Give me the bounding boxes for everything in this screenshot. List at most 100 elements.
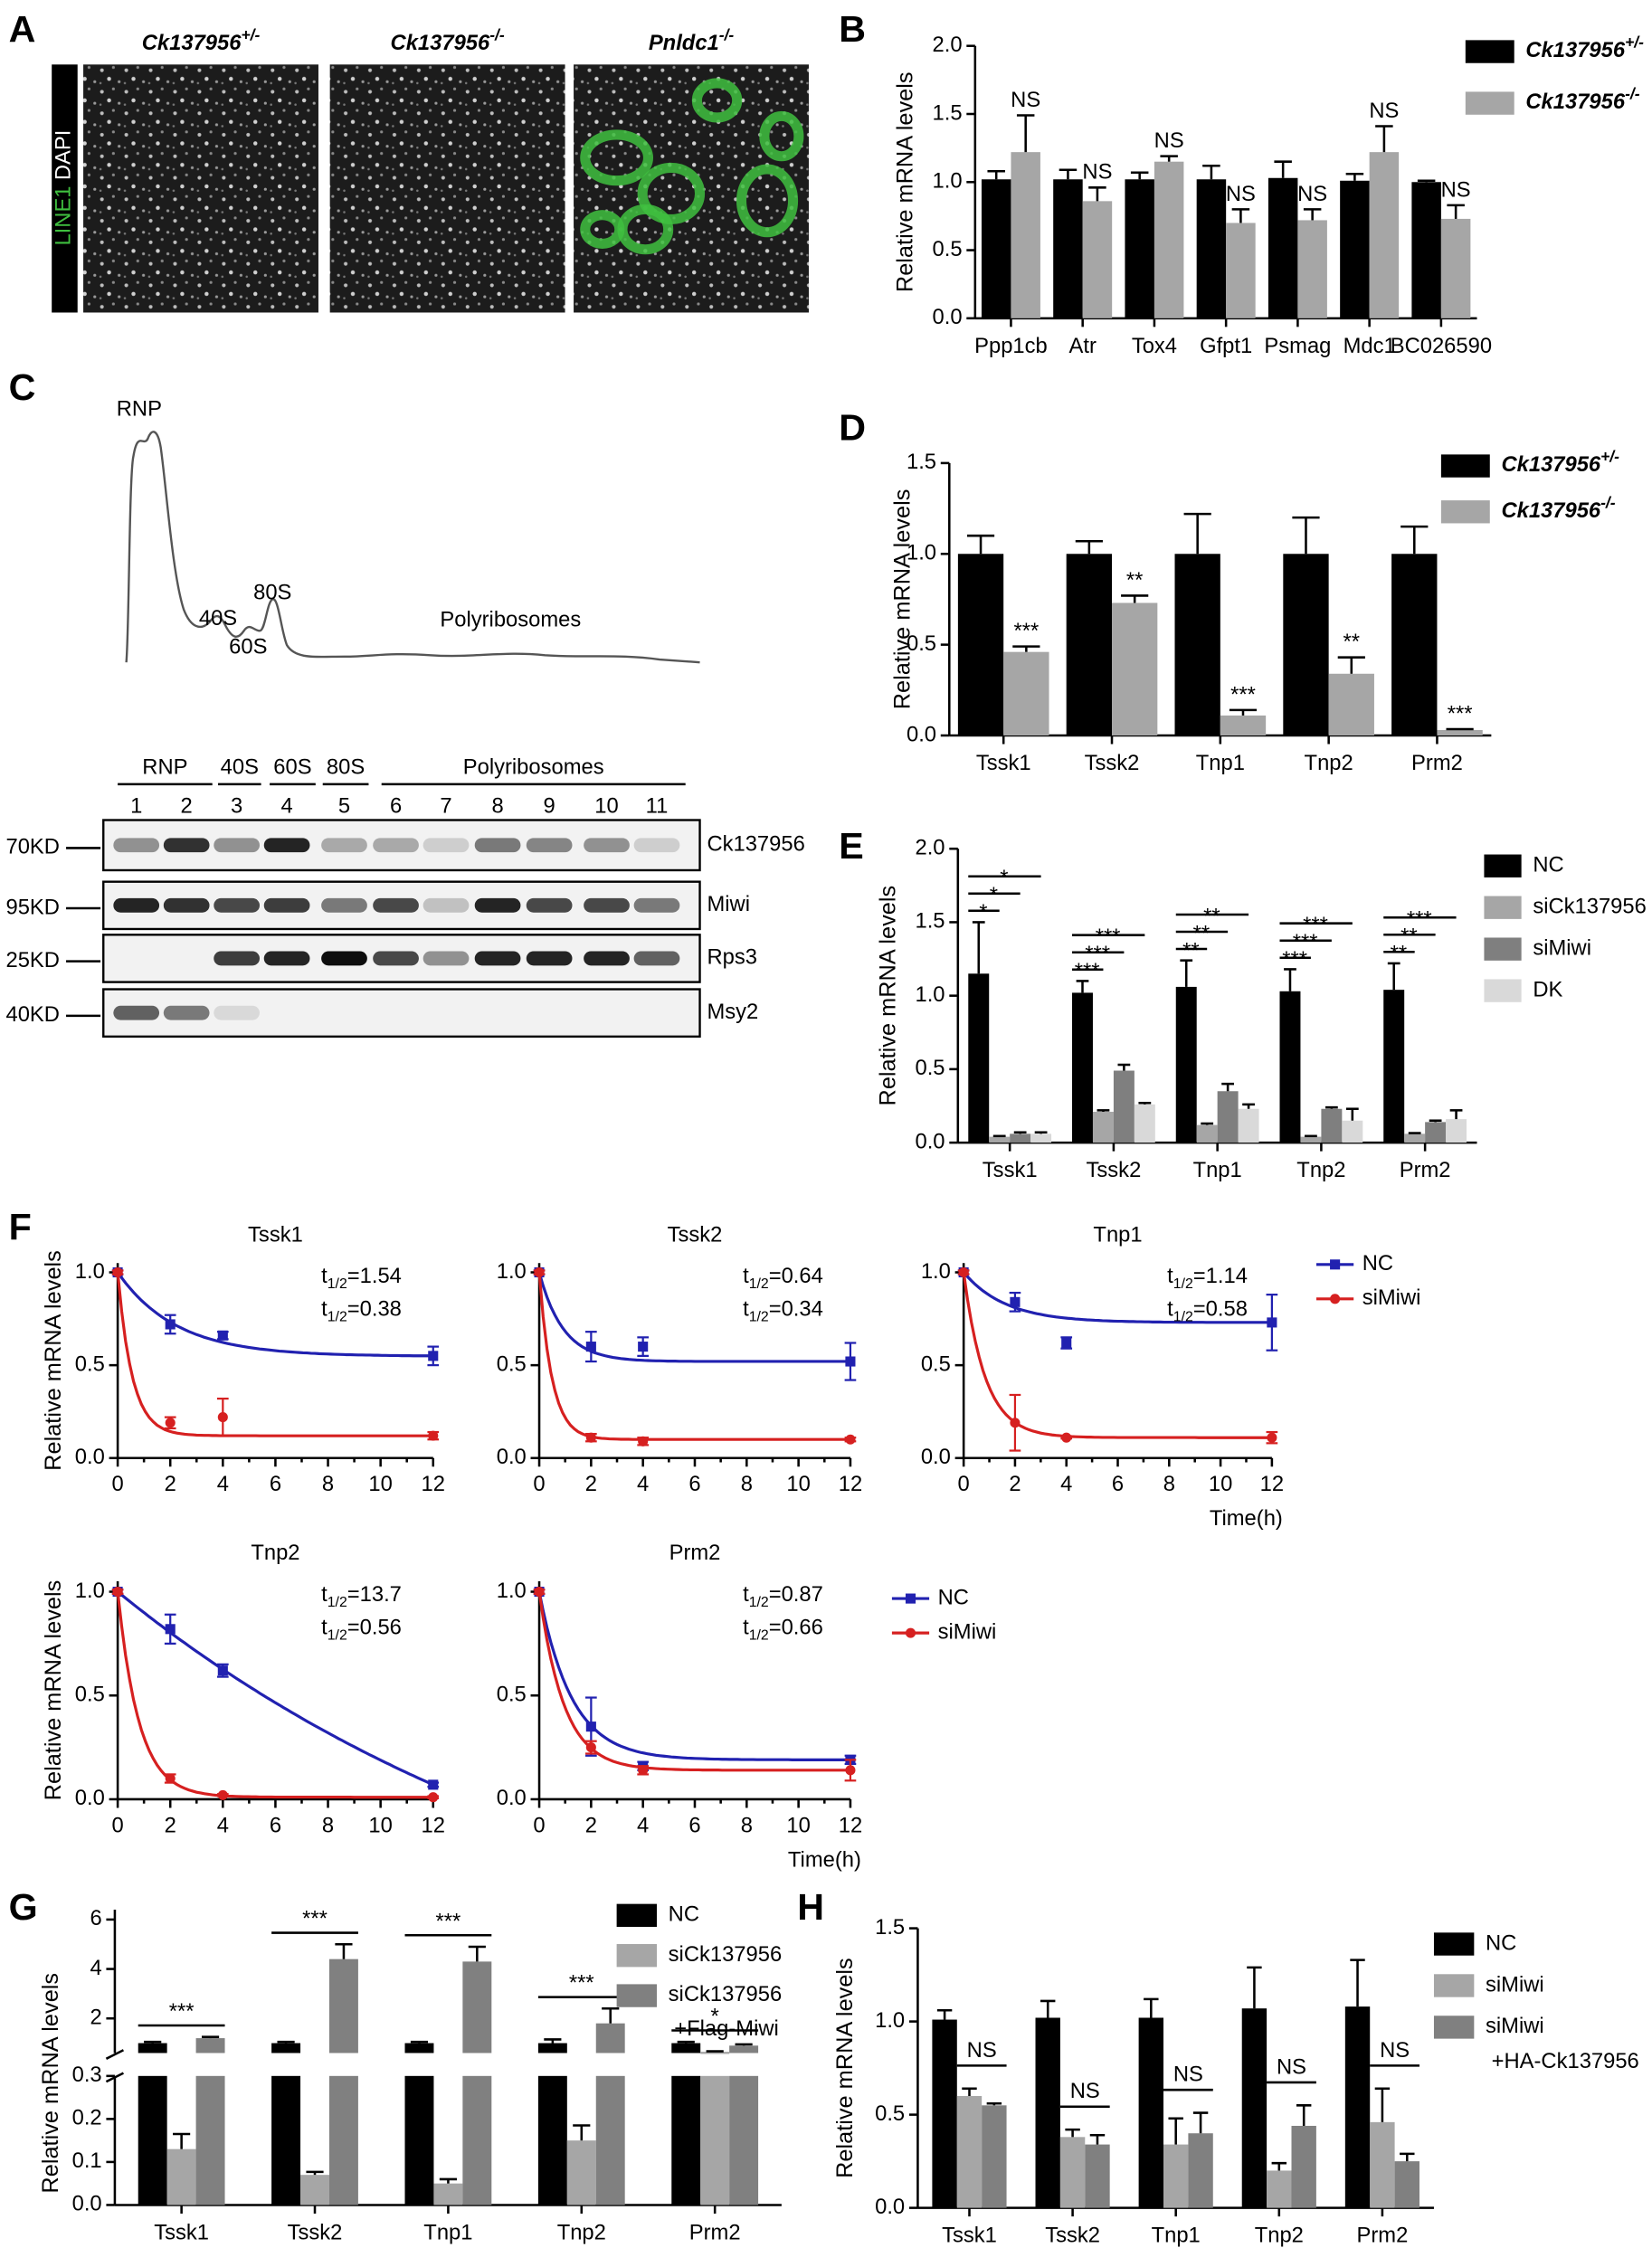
bar xyxy=(1010,1133,1031,1143)
micrograph xyxy=(83,64,318,313)
half-life-label: t1/2=1.54 xyxy=(321,1264,402,1292)
x-tick-label: 10 xyxy=(786,1472,810,1496)
band xyxy=(214,951,260,966)
x-tick-label: Tnp2 xyxy=(1296,1158,1345,1182)
y-axis-label: Relative mRNA levels xyxy=(889,489,915,710)
band xyxy=(321,838,367,853)
x-tick-label: 0 xyxy=(533,1813,545,1837)
bar xyxy=(1113,1070,1135,1143)
y-tick-label: 0.1 xyxy=(72,2148,102,2173)
bar-upper xyxy=(138,2043,167,2054)
bar-upper xyxy=(404,2043,434,2054)
legend-swatch xyxy=(1484,896,1522,919)
x-tick-label: BC026590 xyxy=(1391,334,1492,358)
x-tick-label: Tnp1 xyxy=(1152,2224,1201,2248)
bar xyxy=(989,1136,1011,1143)
point xyxy=(217,1789,228,1800)
band xyxy=(321,951,367,966)
x-tick-label: 4 xyxy=(1060,1472,1072,1496)
band xyxy=(422,951,470,966)
significance-label: *** xyxy=(1230,682,1256,707)
bar xyxy=(1220,715,1267,736)
bar xyxy=(968,973,990,1143)
y-axis-label: Relative mRNA levels xyxy=(41,1580,66,1801)
significance-label: ** xyxy=(1182,938,1200,963)
x-tick-label: Tnp2 xyxy=(1255,2224,1304,2248)
bar-upper xyxy=(671,2043,701,2054)
profile-label: 40S xyxy=(199,606,237,631)
y-tick-label: 0.0 xyxy=(75,1786,105,1810)
bar xyxy=(1238,1108,1259,1143)
legend-label: Ck137956+/- xyxy=(1525,33,1644,62)
bar xyxy=(1342,1120,1363,1143)
x-axis-label: Time(h) xyxy=(1210,1506,1283,1531)
point xyxy=(534,1266,545,1278)
half-life-label: t1/2=13.7 xyxy=(321,1582,402,1610)
significance-label: NS xyxy=(1070,2079,1100,2103)
point xyxy=(165,1624,176,1635)
band xyxy=(633,838,680,853)
line1-signal xyxy=(691,78,743,123)
x-tick-label: Tnp2 xyxy=(557,2220,606,2244)
bar xyxy=(1440,218,1471,318)
legend-swatch xyxy=(616,1903,657,1927)
significance-label: NS xyxy=(967,2038,997,2063)
y-axis-label: Relative mRNA levels xyxy=(832,1958,858,2178)
x-tick-label: Tssk1 xyxy=(942,2224,997,2248)
significance-label: ** xyxy=(1126,568,1144,593)
bar xyxy=(1072,992,1093,1143)
significance-label: *** xyxy=(169,1999,195,2024)
bar xyxy=(1321,1108,1343,1143)
lane-number: 8 xyxy=(491,794,503,819)
micrograph xyxy=(329,64,565,313)
chart-title: Tnp2 xyxy=(251,1541,299,1565)
band xyxy=(474,951,521,966)
legend-label: siMiwi xyxy=(1533,935,1591,960)
significance-label: NS xyxy=(1011,88,1040,112)
legend-swatch xyxy=(1465,91,1514,115)
legend-swatch xyxy=(1440,454,1490,478)
profile-label: 80S xyxy=(253,580,291,604)
bar xyxy=(1035,2017,1060,2208)
lane-number: 6 xyxy=(390,794,402,819)
significance-label: *** xyxy=(1303,913,1328,937)
legend-swatch xyxy=(1440,500,1490,524)
legend-label: Ck137956+/- xyxy=(1501,447,1619,477)
bar xyxy=(932,2019,957,2208)
bar xyxy=(404,2075,434,2205)
significance-label: ** xyxy=(1391,942,1407,966)
legend-swatch xyxy=(616,1984,657,2007)
x-tick-label: 2 xyxy=(165,1472,176,1496)
bar xyxy=(1138,2017,1164,2208)
x-tick-label: Mdc1 xyxy=(1343,334,1396,358)
bar xyxy=(1267,2170,1292,2208)
bar xyxy=(1404,1133,1426,1143)
y-tick-label: 4 xyxy=(90,1956,101,1980)
y-tick-label: 1.0 xyxy=(875,2008,905,2033)
band xyxy=(526,838,573,853)
line1-signal xyxy=(759,110,804,162)
lane-number: 4 xyxy=(280,794,292,819)
x-tick-label: Tssk2 xyxy=(1045,2224,1100,2248)
bar xyxy=(671,2075,701,2205)
bar xyxy=(1300,1136,1322,1143)
bar xyxy=(462,2075,492,2205)
bar-upper xyxy=(195,2038,225,2054)
point xyxy=(217,1665,228,1676)
lane-number: 9 xyxy=(544,794,555,819)
x-tick-label: 2 xyxy=(165,1813,176,1837)
band xyxy=(526,951,573,966)
y-tick-label: 1.0 xyxy=(921,1259,951,1284)
panel-label: A xyxy=(9,8,36,50)
line1-signal xyxy=(637,162,706,225)
x-tick-label: 2 xyxy=(585,1472,597,1496)
lane-number: 7 xyxy=(440,794,451,819)
y-tick-label: 0.0 xyxy=(875,2195,905,2219)
bar xyxy=(982,2105,1007,2208)
half-life-label: t1/2=0.58 xyxy=(1167,1297,1248,1325)
significance-label: NS xyxy=(1082,160,1112,185)
panel-label: H xyxy=(797,1886,824,1928)
y-tick-label: 0.5 xyxy=(921,1352,951,1376)
significance-label: NS xyxy=(1297,182,1327,206)
bar xyxy=(1196,1124,1218,1143)
